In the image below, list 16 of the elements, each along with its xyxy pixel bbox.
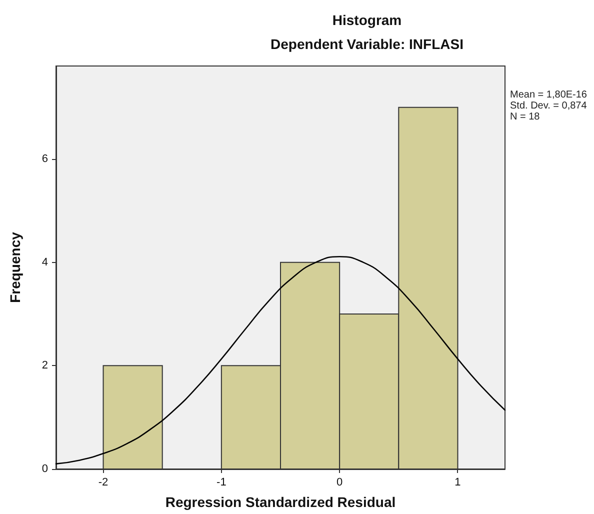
y-tick-label: 0 bbox=[42, 463, 48, 475]
y-tick-label: 6 bbox=[42, 153, 48, 165]
chart-title: Histogram bbox=[332, 12, 402, 28]
y-tick-label: 2 bbox=[42, 360, 48, 372]
x-tick-label: 0 bbox=[336, 476, 343, 488]
x-tick-label: -1 bbox=[216, 476, 226, 488]
x-axis-title: Regression Standardized Residual bbox=[165, 494, 396, 510]
text: N = 18 bbox=[510, 112, 540, 122]
x-tick-label: 1 bbox=[454, 476, 461, 488]
text: Std. Dev. = 0,874 bbox=[510, 100, 588, 112]
line-series bbox=[55, 256, 506, 464]
y-axis-title: Frequency bbox=[7, 232, 23, 303]
text: Mean = 1,80E-16 bbox=[510, 90, 588, 100]
chart-subtitle: Dependent Variable: INFLASI bbox=[270, 36, 464, 52]
y-tick-label: 4 bbox=[42, 256, 48, 268]
x-tick-label: -2 bbox=[98, 476, 108, 488]
